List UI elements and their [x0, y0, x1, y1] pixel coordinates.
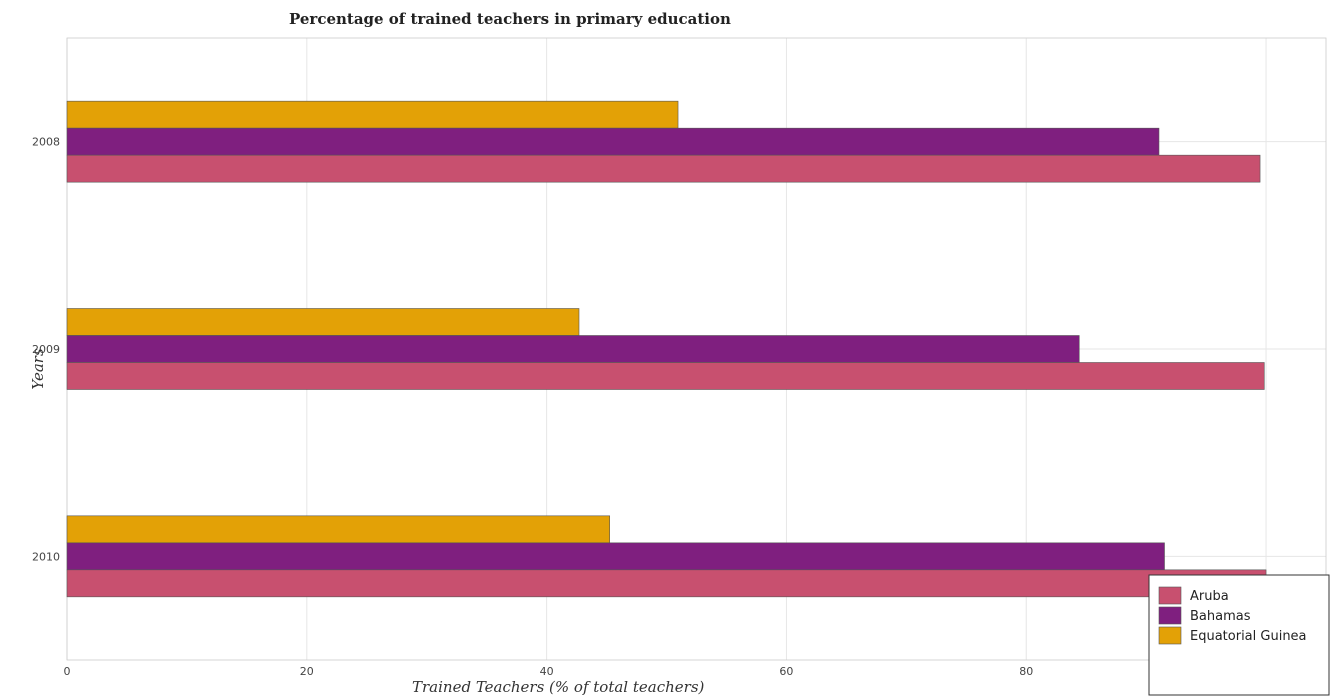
y-tick-label: 2010: [32, 550, 60, 563]
bar-bahamas-2010: [66, 542, 1165, 571]
chart-title: Percentage of trained teachers in primar…: [289, 10, 731, 28]
bar-equatorial-guinea-2009: [66, 308, 580, 336]
y-axis-label: Years: [29, 348, 47, 390]
bar-aruba-2010: [66, 569, 1267, 598]
bar-bahamas-2009: [66, 335, 1080, 363]
x-tick-label: 40: [540, 665, 554, 678]
legend-swatch: [1158, 626, 1182, 645]
legend-label: Equatorial Guinea: [1190, 629, 1307, 644]
x-tick-labels: 020406080100: [64, 665, 1277, 678]
y-tick-labels: 2008 2009 2010: [32, 136, 60, 564]
legend-label: Bahamas: [1190, 609, 1251, 624]
bar-equatorial-guinea-2010: [66, 515, 610, 544]
legend-swatch: [1158, 606, 1182, 625]
bar-bahamas-2008: [66, 127, 1160, 156]
bar-aruba-2009: [66, 362, 1265, 390]
bar-equatorial-guinea-2008: [66, 100, 679, 129]
bars: [66, 100, 1267, 598]
legend-swatch: [1158, 586, 1182, 605]
legend: Aruba Bahamas Equatorial Guinea: [1148, 574, 1330, 696]
x-tick-label: 0: [64, 665, 71, 678]
x-tick-label: 60: [779, 665, 793, 678]
x-tick-label: 20: [300, 665, 314, 678]
y-tick-label: 2008: [32, 136, 60, 149]
bar-aruba-2008: [66, 154, 1261, 183]
x-tick-label: 80: [1019, 665, 1033, 678]
y-tick-label: 2009: [32, 343, 60, 356]
x-axis-label: Trained Teachers (% of total teachers): [412, 678, 705, 696]
legend-label: Aruba: [1190, 589, 1229, 604]
